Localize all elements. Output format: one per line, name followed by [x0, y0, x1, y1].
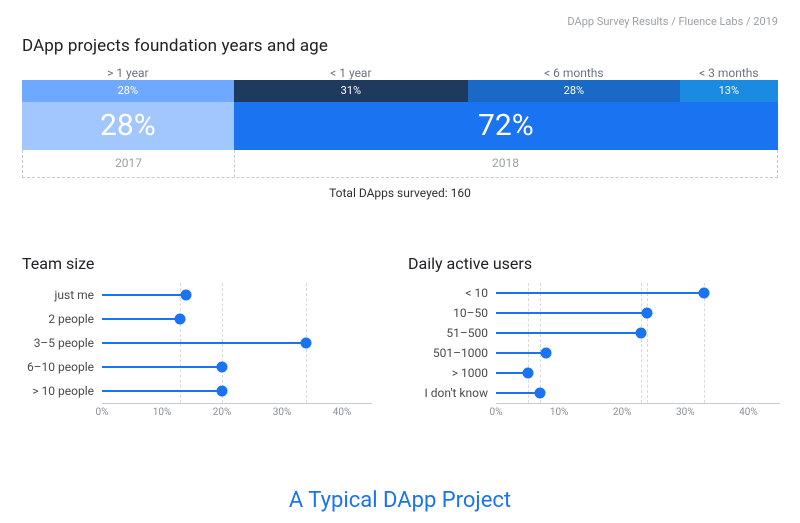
dau-title: Daily active users — [408, 254, 780, 273]
lollipop-dot — [181, 290, 192, 301]
lollipop-dot — [636, 328, 647, 339]
age-segment: 13% — [680, 80, 778, 102]
lollipop-row: just me — [22, 283, 372, 307]
axis-tick: 0% — [490, 407, 503, 418]
lollipop-dot — [522, 368, 533, 379]
axis-tick: 30% — [676, 407, 695, 418]
lollipop-stick — [496, 352, 546, 354]
lollipop-row: 10–50 — [408, 303, 780, 323]
lollipop-stick — [496, 332, 641, 334]
age-label: < 6 months — [468, 66, 680, 80]
age-labels-row: > 1 year< 1 year< 6 months< 3 months — [22, 66, 778, 80]
lollipop-dot — [217, 386, 228, 397]
lollipop-row: < 10 — [408, 283, 780, 303]
lollipop-row: 51–500 — [408, 323, 780, 343]
lollipop-label: < 10 — [408, 286, 496, 300]
lollipop-row: 2 people — [22, 307, 372, 331]
lollipop-dot — [699, 288, 710, 299]
lollipop-stick — [102, 318, 180, 320]
lollipop-row: > 10 people — [22, 379, 372, 403]
axis-tick: 40% — [333, 407, 352, 418]
year-label: 2018 — [234, 150, 777, 177]
axis-tick: 10% — [550, 407, 569, 418]
lollipop-dot — [535, 388, 546, 399]
footer-title: A Typical DApp Project — [0, 488, 800, 513]
lollipop-dot — [642, 308, 653, 319]
lollipop-plot — [496, 343, 780, 363]
lollipop-plot — [102, 355, 372, 379]
lollipop-label: 10–50 — [408, 306, 496, 320]
lollipop-plot — [496, 363, 780, 383]
dau-section: Daily active users < 10 10–50 51–500 501–10… — [408, 254, 780, 421]
lollipop-label: I don't know — [408, 386, 496, 400]
lollipop-dot — [217, 362, 228, 373]
lollipop-stick — [496, 292, 704, 294]
axis-tick: 20% — [213, 407, 232, 418]
lollipop-plot — [102, 379, 372, 403]
dau-chart: < 10 10–50 51–500 501–1000 > 1000 I don't kno… — [408, 283, 780, 421]
team-size-section: Team size just me 2 people 3–5 people 6–10 … — [22, 254, 372, 421]
lollipop-stick — [102, 294, 186, 296]
axis-tick: 0% — [96, 407, 109, 418]
age-label: > 1 year — [22, 66, 234, 80]
lollipop-plot — [102, 331, 372, 355]
header-meta: DApp Survey Results / Fluence Labs / 201… — [567, 15, 778, 28]
year-segment: 72% — [234, 102, 778, 150]
lollipop-stick — [102, 342, 306, 344]
lollipop-row: 3–5 people — [22, 331, 372, 355]
year-stacked-bar: 28%72% — [22, 102, 778, 150]
lollipop-stick — [496, 392, 540, 394]
lollipop-plot — [496, 323, 780, 343]
lollipop-axis: 0%10%20%30%40% — [496, 403, 780, 421]
axis-tick: 10% — [153, 407, 172, 418]
foundation-title: DApp projects foundation years and age — [22, 36, 778, 56]
lollipop-plot — [496, 283, 780, 303]
lollipop-plot — [496, 383, 780, 403]
year-segment: 28% — [22, 102, 234, 150]
axis-tick: 30% — [273, 407, 292, 418]
foundation-years-section: DApp projects foundation years and age >… — [22, 36, 778, 200]
lollipop-stick — [496, 312, 647, 314]
lollipop-label: > 1000 — [408, 366, 496, 380]
lollipop-label: 51–500 — [408, 326, 496, 340]
lollipop-row: 501–1000 — [408, 343, 780, 363]
lollipop-plot — [102, 283, 372, 307]
year-label: 2017 — [23, 150, 234, 177]
lollipop-label: just me — [22, 288, 102, 302]
axis-tick: 20% — [613, 407, 632, 418]
lollipop-label: > 10 people — [22, 384, 102, 398]
team-size-chart: just me 2 people 3–5 people 6–10 people > 10… — [22, 283, 372, 421]
lollipop-stick — [102, 366, 222, 368]
age-stacked-bar: 28%31%28%13% — [22, 80, 778, 102]
lollipop-plot — [496, 303, 780, 323]
axis-tick: 40% — [739, 407, 758, 418]
lollipop-row: 6–10 people — [22, 355, 372, 379]
team-size-title: Team size — [22, 254, 372, 273]
lollipop-plot — [102, 307, 372, 331]
lollipop-row: I don't know — [408, 383, 780, 403]
age-label: < 1 year — [234, 66, 468, 80]
lollipop-dot — [175, 314, 186, 325]
lollipop-stick — [102, 390, 222, 392]
lollipop-label: 501–1000 — [408, 346, 496, 360]
age-segment: 28% — [468, 80, 680, 102]
lollipop-label: 6–10 people — [22, 360, 102, 374]
lollipop-label: 2 people — [22, 312, 102, 326]
lollipop-dot — [301, 338, 312, 349]
year-labels-row: 20172018 — [22, 150, 778, 178]
year-divider — [234, 150, 235, 177]
age-label: < 3 months — [680, 66, 778, 80]
lollipop-label: 3–5 people — [22, 336, 102, 350]
total-surveyed-text: Total DApps surveyed: 160 — [22, 186, 778, 200]
lollipop-axis: 0%10%20%30%40% — [102, 403, 372, 421]
lollipop-dot — [541, 348, 552, 359]
lollipop-row: > 1000 — [408, 363, 780, 383]
age-segment: 28% — [22, 80, 234, 102]
age-segment: 31% — [234, 80, 468, 102]
